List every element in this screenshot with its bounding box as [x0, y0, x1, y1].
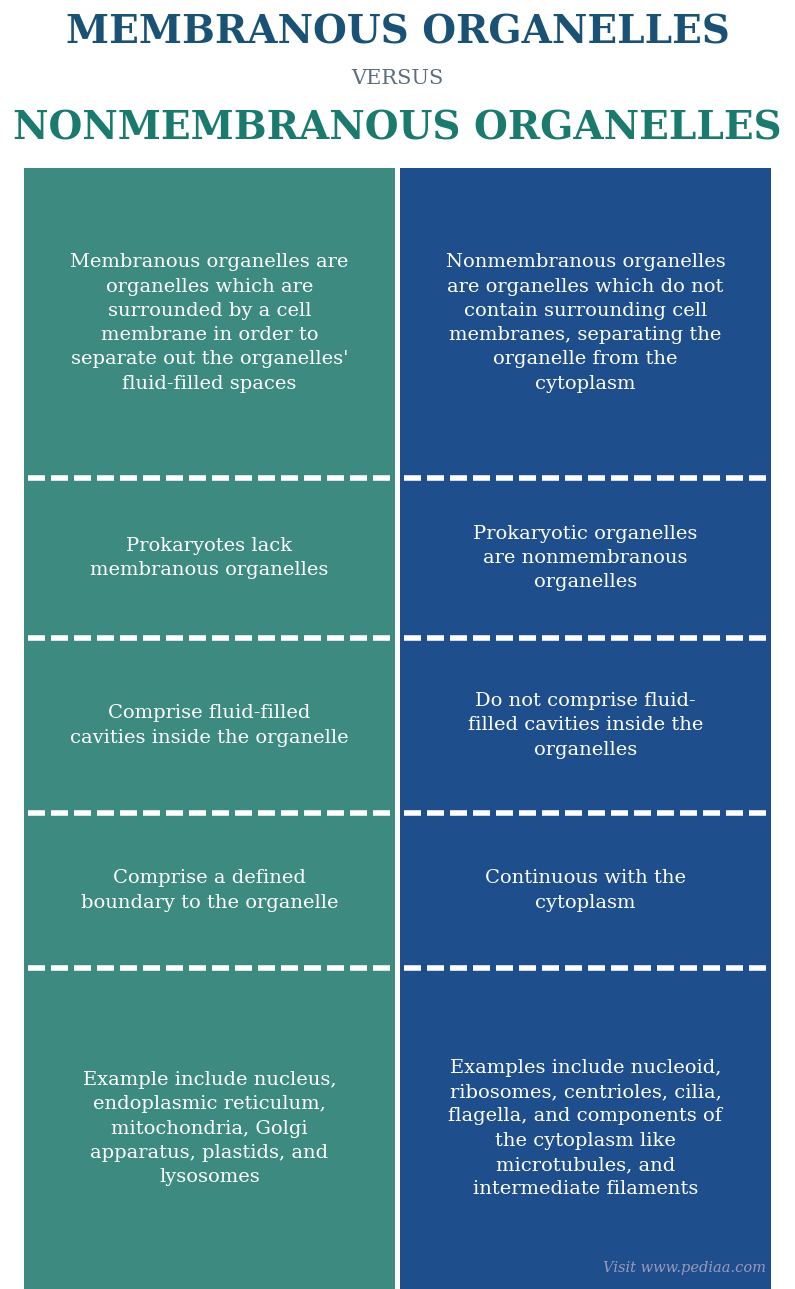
Text: Examples include nucleoid,
ribosomes, centrioles, cilia,
flagella, and component: Examples include nucleoid, ribosomes, ce… — [448, 1058, 723, 1199]
FancyBboxPatch shape — [24, 813, 395, 968]
FancyBboxPatch shape — [400, 168, 771, 478]
FancyBboxPatch shape — [24, 968, 395, 1289]
Text: Comprise fluid-filled
cavities inside the organelle: Comprise fluid-filled cavities inside th… — [70, 704, 349, 746]
Text: Prokaryotic organelles
are nonmembranous
organelles: Prokaryotic organelles are nonmembranous… — [473, 525, 698, 592]
Text: Membranous organelles are
organelles which are
surrounded by a cell
membrane in : Membranous organelles are organelles whi… — [70, 253, 349, 393]
Text: VERSUS: VERSUS — [351, 68, 444, 88]
Text: Continuous with the
cytoplasm: Continuous with the cytoplasm — [485, 869, 686, 911]
Text: MEMBRANOUS ORGANELLES: MEMBRANOUS ORGANELLES — [65, 13, 730, 52]
FancyBboxPatch shape — [400, 478, 771, 638]
Text: Comprise a defined
boundary to the organelle: Comprise a defined boundary to the organ… — [81, 869, 338, 911]
Text: Nonmembranous organelles
are organelles which do not
contain surrounding cell
me: Nonmembranous organelles are organelles … — [446, 253, 725, 393]
Text: NONMEMBRANOUS ORGANELLES: NONMEMBRANOUS ORGANELLES — [14, 110, 781, 147]
FancyBboxPatch shape — [400, 638, 771, 813]
FancyBboxPatch shape — [400, 968, 771, 1289]
FancyBboxPatch shape — [24, 638, 395, 813]
FancyBboxPatch shape — [400, 813, 771, 968]
Text: Prokaryotes lack
membranous organelles: Prokaryotes lack membranous organelles — [91, 536, 328, 579]
FancyBboxPatch shape — [24, 478, 395, 638]
FancyBboxPatch shape — [24, 168, 395, 478]
Text: Example include nucleus,
endoplasmic reticulum,
mitochondria, Golgi
apparatus, p: Example include nucleus, endoplasmic ret… — [83, 1071, 336, 1186]
Text: Do not comprise fluid-
filled cavities inside the
organelles: Do not comprise fluid- filled cavities i… — [467, 692, 704, 759]
Text: Visit www.pediaa.com: Visit www.pediaa.com — [603, 1261, 766, 1275]
